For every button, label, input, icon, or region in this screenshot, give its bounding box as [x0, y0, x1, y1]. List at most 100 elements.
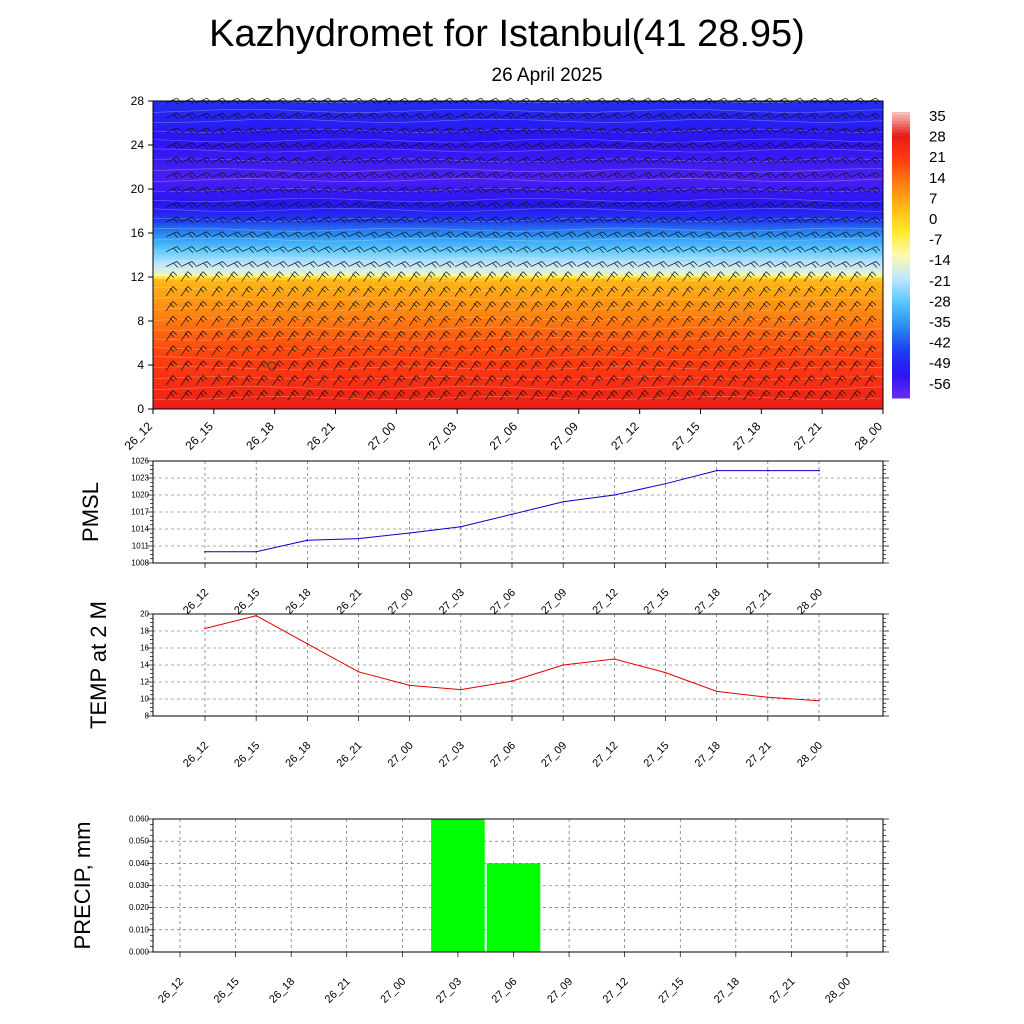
wind-barb [317, 246, 333, 253]
wind-barb [485, 231, 501, 239]
wind-barb [804, 157, 820, 164]
wind-barb [789, 112, 805, 120]
wind-barb [804, 172, 820, 179]
wind-barb [499, 330, 512, 342]
wind-barb [302, 261, 318, 268]
wind-barb [637, 360, 649, 371]
data-point [562, 664, 564, 666]
wind-barb [211, 186, 227, 194]
y-tick-label: 16 [131, 226, 145, 240]
wind-barb [378, 201, 394, 209]
wind-barb [348, 375, 360, 386]
wind-barb [698, 390, 710, 401]
wind-barb [378, 360, 390, 371]
wind-barb [287, 142, 303, 149]
wind-barb [226, 201, 242, 209]
wind-barb [789, 390, 801, 401]
wind-barb [560, 390, 573, 401]
data-point [255, 614, 257, 617]
wind-barb [774, 186, 790, 194]
colorbar: 35 28 21 14 7 0 -7 -14 -21 -28 -35 -42 -49 -56 [892, 108, 951, 399]
wind-barb [621, 112, 637, 120]
wind-barb [560, 231, 577, 239]
wind-barb [698, 315, 710, 327]
wind-barb [470, 201, 486, 209]
wind-barb [484, 345, 497, 356]
wind-barb [804, 216, 820, 224]
wind-barb [774, 261, 790, 268]
wind-barb [439, 286, 451, 297]
wind-barb [743, 360, 755, 371]
wind-barb [637, 390, 649, 401]
data-point [767, 469, 769, 472]
wind-barb [621, 246, 637, 253]
wind-barb [759, 246, 775, 253]
wind-barb [287, 286, 299, 297]
wind-barb [378, 186, 394, 194]
wind-barb [195, 390, 208, 401]
wind-barb [348, 345, 360, 356]
x-tick-label: 26_12 [156, 976, 186, 1006]
wind-barb [165, 127, 182, 135]
wind-barb [333, 127, 349, 135]
wind-barb [272, 142, 288, 149]
wind-barb [256, 231, 272, 239]
wind-barb [682, 186, 698, 194]
wind-barb [424, 360, 436, 371]
wind-barb [789, 157, 805, 164]
wind-barb [499, 271, 512, 282]
wind-barb [317, 172, 333, 179]
wind-barb [698, 261, 714, 268]
wind-barb [667, 216, 683, 224]
wind-barb [515, 142, 532, 149]
wind-barb [226, 375, 238, 386]
wind-barb [591, 375, 603, 386]
wind-barb [789, 216, 805, 224]
wind-barb [804, 142, 820, 149]
wind-barb [439, 201, 455, 209]
x-tick-label: 27_03 [434, 976, 464, 1006]
wind-barb [743, 301, 755, 312]
wind-barb [195, 375, 208, 386]
y-tick-label: 1020 [131, 491, 149, 500]
wind-barb [864, 301, 877, 312]
wind-barb [470, 216, 486, 224]
y-tick-label: 1017 [131, 508, 149, 517]
wind-barb [713, 186, 729, 194]
wind-barb [682, 127, 698, 135]
x-tick-label: 27_06 [490, 976, 520, 1006]
wind-barb [652, 246, 668, 253]
wind-barb [621, 142, 637, 149]
wind-barb [469, 390, 482, 401]
wind-barb [424, 142, 440, 149]
wind-barb [348, 172, 364, 179]
wind-barb [743, 390, 755, 401]
wind-barb [515, 127, 532, 135]
wind-barb [439, 172, 455, 179]
wind-barb [713, 216, 729, 224]
wind-barb [743, 246, 759, 253]
x-tick-label: 27_21 [744, 740, 774, 770]
wind-barb [606, 315, 618, 327]
wind-barb [606, 360, 618, 371]
wind-barb [272, 390, 284, 401]
calm-marker [267, 361, 277, 371]
wind-barb [850, 142, 866, 149]
x-tick-label: 26_12 [181, 587, 211, 617]
wind-barb [424, 246, 440, 253]
wind-barb [759, 315, 771, 327]
wind-barb [545, 112, 562, 120]
x-tick-label: 27_21 [767, 976, 797, 1006]
wind-barb [333, 271, 345, 282]
wind-barb [576, 186, 592, 194]
x-tick-label: 27_18 [730, 419, 764, 453]
wind-barb [621, 216, 637, 224]
wind-barb [484, 315, 497, 327]
wind-barb [682, 246, 698, 253]
wind-barb [180, 360, 193, 371]
wind-barb [606, 271, 618, 282]
wind-barb [165, 246, 182, 253]
wind-barb [378, 216, 394, 224]
wind-barb [272, 301, 284, 312]
